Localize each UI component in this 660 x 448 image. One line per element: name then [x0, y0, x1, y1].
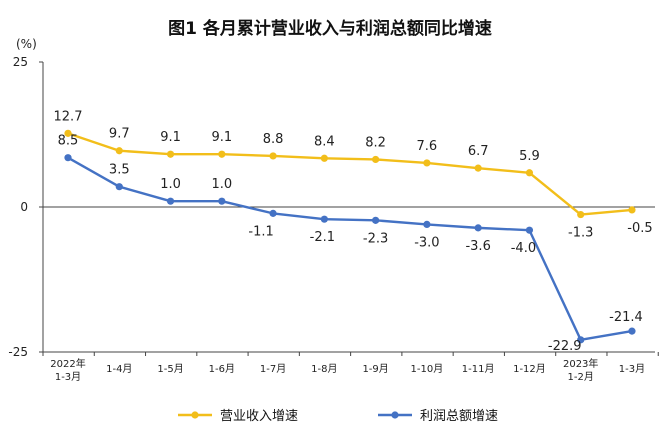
data-labels: 12.7 9.7 9.1 9.1 8.8 8.4 8.2 7.6 6.7 5.9 -1.3 -0.5 8…: [54, 109, 653, 353]
data-label: 7.6: [417, 139, 438, 154]
data-label: 8.4: [314, 134, 335, 149]
data-point: [372, 216, 380, 224]
legend-swatch-marker: [191, 411, 199, 419]
data-label: -3.0: [414, 235, 439, 250]
series-line: [67, 156, 633, 342]
data-label: 9.1: [160, 130, 181, 145]
legend-label: 营业收入增速: [220, 409, 298, 424]
data-point: [64, 129, 72, 137]
data-point: [423, 159, 431, 167]
data-label: -1.3: [568, 226, 593, 241]
y-tick-label: -25: [8, 345, 28, 359]
data-point: [525, 169, 534, 177]
data-point: [320, 215, 328, 223]
x-tick-label: 2023年: [563, 357, 598, 370]
data-label: 12.7: [54, 109, 83, 124]
series-lines: [64, 129, 636, 344]
x-tick-label: 1-5月: [157, 363, 183, 375]
data-label: 1.0: [211, 177, 232, 192]
series-line: [67, 132, 633, 216]
x-tick-label: 1-7月: [260, 363, 286, 375]
x-tick-label: 1-3月: [55, 371, 81, 383]
data-label: 9.7: [109, 127, 130, 142]
data-label: 6.7: [468, 144, 489, 159]
data-point: [166, 150, 175, 158]
data-label: -2.3: [363, 231, 388, 246]
chart-title: 图1 各月累计营业收入与利润总额同比增速: [168, 18, 492, 39]
data-label: 8.8: [263, 132, 284, 147]
data-label: 8.5: [58, 134, 79, 149]
data-label: -21.4: [609, 310, 643, 325]
data-point: [115, 183, 123, 191]
data-point: [372, 155, 380, 164]
x-tick-label: 2022年: [50, 357, 85, 370]
data-point: [525, 226, 534, 234]
data-point: [166, 197, 175, 205]
x-tick-label: 1-3月: [619, 363, 645, 375]
data-label: 3.5: [109, 163, 130, 178]
x-tick-label: 1-4月: [106, 363, 132, 375]
data-point: [628, 206, 636, 214]
data-label: 1.0: [160, 177, 181, 192]
x-tick-label: 1-2月: [568, 371, 594, 383]
data-label: 8.2: [365, 135, 386, 150]
data-label: -4.0: [511, 241, 536, 256]
y-tick-label: 0: [20, 200, 28, 214]
data-point: [269, 152, 277, 160]
data-label: 5.9: [519, 149, 540, 164]
data-label: -3.6: [465, 239, 490, 254]
legend: 营业收入增速 利润总额增速: [178, 409, 498, 424]
data-point: [474, 164, 482, 172]
data-point: [115, 147, 123, 155]
data-point: [577, 336, 585, 344]
data-label: -2.1: [310, 230, 335, 245]
data-point: [577, 210, 585, 219]
data-label: 9.1: [211, 130, 232, 145]
y-axis-unit: (%): [16, 37, 37, 51]
x-tick-label: 1-9月: [362, 363, 388, 375]
data-point: [628, 327, 636, 335]
legend-label: 利润总额增速: [420, 409, 498, 424]
x-tick-label: 1-6月: [209, 363, 235, 375]
data-point: [474, 224, 482, 232]
data-label: -0.5: [627, 221, 652, 236]
data-label: -22.9: [548, 339, 582, 354]
y-tick-label: 25: [13, 55, 28, 69]
data-point: [64, 154, 72, 162]
legend-swatch-marker: [391, 411, 399, 419]
x-tick-label: 1-8月: [311, 363, 337, 375]
x-tick-label: 1-10月: [411, 363, 444, 375]
data-point: [269, 209, 277, 217]
x-tick-label: 1-12月: [513, 363, 546, 375]
data-point: [218, 197, 226, 205]
data-point: [320, 154, 328, 162]
data-point: [423, 220, 431, 228]
data-point: [218, 150, 226, 158]
x-tick-label: 1-11月: [462, 363, 495, 375]
data-label: -1.1: [248, 224, 273, 239]
